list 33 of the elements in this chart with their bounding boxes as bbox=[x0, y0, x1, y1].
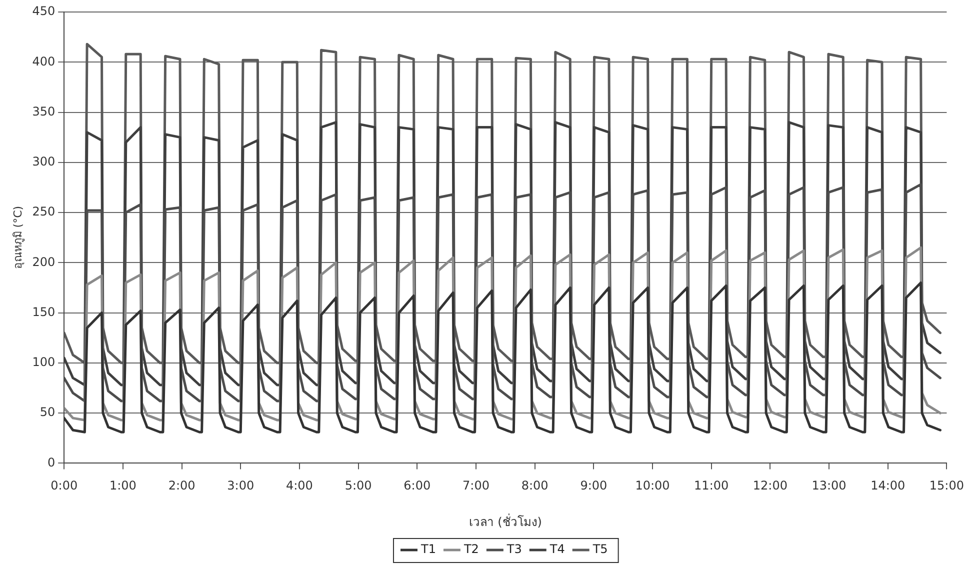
y-tick-label: 100 bbox=[32, 355, 56, 370]
y-tick-label: 350 bbox=[32, 104, 56, 118]
y-tick-label: 300 bbox=[32, 154, 56, 169]
x-axis-title: เวลา (ชั่วโมง) bbox=[468, 512, 542, 529]
y-tick-label: 400 bbox=[32, 54, 56, 68]
y-axis-title: อุณหภูมิ (°C) bbox=[11, 206, 24, 270]
y-tick-label: 50 bbox=[40, 405, 56, 420]
x-tick-label: 5:00 bbox=[344, 478, 372, 493]
legend-label: T4 bbox=[548, 542, 565, 556]
legend-label: T1 bbox=[420, 542, 436, 556]
y-tick-label: 250 bbox=[32, 204, 56, 219]
y-tick-label: 200 bbox=[32, 254, 56, 269]
x-tick-label: 4:00 bbox=[286, 478, 313, 493]
x-tick-label: 1:00 bbox=[109, 478, 136, 493]
legend-label: T3 bbox=[506, 542, 522, 556]
x-tick-label: 10:00 bbox=[635, 478, 670, 493]
legend-label: T5 bbox=[592, 542, 608, 556]
x-tick-label: 11:00 bbox=[694, 478, 729, 493]
x-tick-label: 8:00 bbox=[521, 478, 548, 493]
x-tick-label: 0:00 bbox=[50, 478, 78, 493]
x-tick-label: 14:00 bbox=[870, 478, 906, 493]
x-tick-label: 9:00 bbox=[580, 478, 608, 493]
x-tick-label: 2:00 bbox=[168, 478, 196, 493]
legend-label: T2 bbox=[462, 542, 479, 556]
y-tick-label: 450 bbox=[32, 4, 56, 18]
x-tick-label: 7:00 bbox=[462, 478, 490, 493]
x-tick-label: 3:00 bbox=[227, 478, 254, 493]
y-tick-label: 150 bbox=[32, 304, 56, 319]
x-tick-label: 13:00 bbox=[812, 478, 846, 493]
x-tick-label: 12:00 bbox=[752, 478, 788, 493]
x-tick-label: 15:00 bbox=[929, 478, 964, 493]
y-tick-label: 0 bbox=[47, 455, 56, 470]
x-tick-label: 6:00 bbox=[404, 478, 431, 493]
